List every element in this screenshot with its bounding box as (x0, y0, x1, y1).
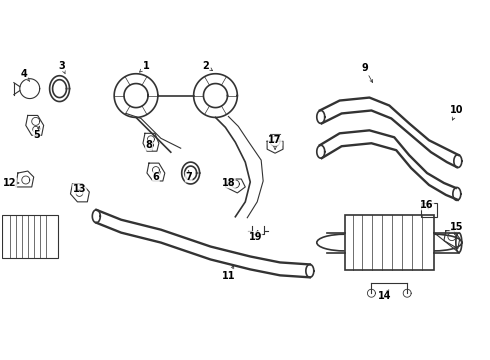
Text: 9: 9 (361, 63, 372, 82)
Text: 4: 4 (21, 69, 29, 81)
Text: 7: 7 (185, 171, 192, 182)
Bar (344, 215, 434, 270)
Text: 8: 8 (146, 140, 152, 151)
Text: 6: 6 (152, 172, 160, 182)
Text: 16: 16 (420, 200, 434, 210)
Text: 17: 17 (269, 135, 282, 149)
Text: 11: 11 (221, 266, 235, 282)
Text: 2: 2 (202, 61, 213, 71)
Text: 5: 5 (33, 126, 40, 140)
Text: 15: 15 (450, 222, 464, 235)
Text: 1: 1 (140, 61, 149, 72)
Text: 12: 12 (3, 178, 19, 188)
Text: 10: 10 (450, 105, 464, 120)
Text: 14: 14 (378, 290, 391, 301)
Text: 18: 18 (221, 178, 235, 188)
Text: 3: 3 (58, 61, 65, 74)
Bar (421, 203, 437, 217)
Bar (2, 215, 57, 258)
Text: 19: 19 (248, 230, 262, 242)
Text: 13: 13 (73, 184, 86, 194)
